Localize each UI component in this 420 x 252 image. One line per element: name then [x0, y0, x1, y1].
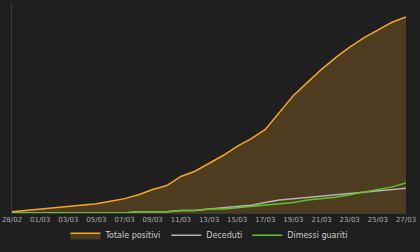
svg-text:Deceduti: Deceduti [206, 231, 242, 240]
svg-text:19/03: 19/03 [283, 216, 303, 224]
svg-text:Totale positivi: Totale positivi [105, 231, 161, 240]
svg-text:07/03: 07/03 [114, 216, 134, 224]
svg-text:25/03: 25/03 [368, 216, 388, 224]
svg-text:09/03: 09/03 [143, 216, 163, 224]
svg-text:23/03: 23/03 [340, 216, 360, 224]
svg-text:15/03: 15/03 [227, 216, 247, 224]
svg-text:21/03: 21/03 [311, 216, 331, 224]
svg-text:01/03: 01/03 [30, 216, 50, 224]
svg-text:13/03: 13/03 [199, 216, 219, 224]
svg-text:03/03: 03/03 [58, 216, 78, 224]
svg-text:27/03: 27/03 [396, 216, 416, 224]
svg-text:05/03: 05/03 [86, 216, 106, 224]
svg-text:11/03: 11/03 [171, 216, 191, 224]
svg-text:28/02: 28/02 [2, 216, 22, 224]
svg-text:17/03: 17/03 [255, 216, 275, 224]
svg-text:Dimessi guariti: Dimessi guariti [287, 231, 347, 240]
